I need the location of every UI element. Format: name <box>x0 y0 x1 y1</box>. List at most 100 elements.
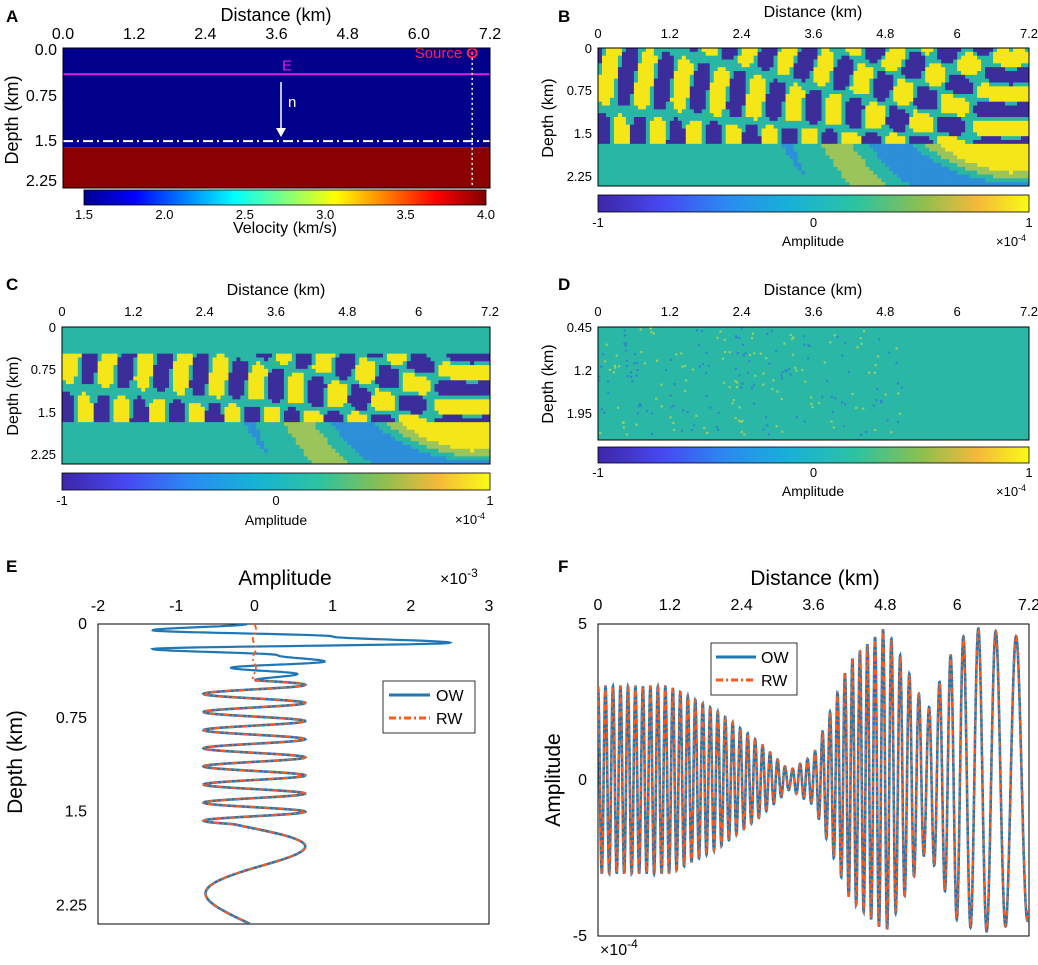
wavefield-cell <box>929 128 934 133</box>
wavefield-cell <box>1017 101 1022 107</box>
wavefield-cell <box>865 147 870 153</box>
wavefield-cell <box>781 140 787 145</box>
wavefield-cell <box>905 48 910 53</box>
wavefield-cell <box>701 120 707 126</box>
wavefield-cell <box>953 113 958 118</box>
wavefield-cell <box>813 174 819 179</box>
wavefield-cell <box>765 105 771 110</box>
wavefield-cell <box>837 105 843 110</box>
colorbar-label: Velocity (km/s) <box>233 220 337 237</box>
wavefield-cell <box>829 74 835 80</box>
wavefield-cell <box>837 174 843 179</box>
wavefield-cell <box>985 86 990 91</box>
wavefield-cell <box>669 105 675 110</box>
wavefield-cell <box>598 124 603 130</box>
wavefield-cell <box>797 178 803 183</box>
wavefield-cell <box>997 67 1002 72</box>
wavefield-cell <box>781 55 787 61</box>
wavefield-cell <box>881 170 886 176</box>
wavefield-cell <box>65 372 71 378</box>
wavefield-cell <box>693 101 699 107</box>
wavefield-cell <box>733 74 739 80</box>
wavefield-cell <box>997 120 1002 126</box>
wavefield-cell <box>917 59 922 64</box>
wavefield-cell <box>137 410 142 416</box>
wavefield-cell <box>717 147 723 153</box>
wavefield-cell <box>981 163 986 168</box>
wavefield-cell <box>157 414 162 419</box>
wavefield-cell <box>605 120 611 126</box>
wavefield-cell <box>1017 147 1022 153</box>
wavefield-cell <box>633 78 639 84</box>
wavefield-cell <box>129 444 134 450</box>
wavefield-cell <box>933 163 938 168</box>
wavefield-cell <box>749 48 755 53</box>
wavefield-cell <box>645 117 651 122</box>
wavefield-cell <box>841 151 847 156</box>
wavefield-cell <box>1009 109 1014 114</box>
wavefield-cell <box>813 48 819 53</box>
wavefield-cell <box>645 51 651 57</box>
wavefield-cell <box>913 101 918 107</box>
wavefield-cell <box>841 120 847 126</box>
wavefield-cell <box>889 151 894 156</box>
wavefield-cell <box>997 101 1002 107</box>
wavefield-cell <box>1013 86 1018 91</box>
wavefield-cell <box>69 425 75 431</box>
wavefield-cell <box>1001 128 1006 133</box>
wavefield-cell <box>97 391 103 397</box>
wavefield-cell <box>957 140 962 145</box>
wavefield-cell <box>165 425 170 431</box>
wavefield-cell <box>769 48 775 53</box>
wavefield-cell <box>877 55 882 61</box>
wavefield-cell <box>81 460 87 464</box>
wavefield-cell <box>613 178 619 183</box>
wavefield-cell <box>909 163 914 168</box>
wavefield-cell <box>737 124 743 130</box>
wavefield-cell <box>801 120 807 126</box>
wavefield-cell <box>637 105 643 110</box>
wavefield-cell <box>62 422 67 427</box>
wavefield-cell <box>1005 90 1010 95</box>
wavefield-cell <box>877 155 882 160</box>
wavefield-cell <box>645 151 651 156</box>
wavefield-cell <box>77 330 83 336</box>
wavefield-cell <box>945 140 950 145</box>
wavefield-cell <box>773 178 779 183</box>
wavefield-cell <box>829 67 835 72</box>
wavefield-cell <box>685 55 691 61</box>
wavefield-cell <box>785 51 791 57</box>
wavefield-cell <box>889 71 894 76</box>
wavefield-cell <box>853 109 858 114</box>
wavefield-cell <box>857 97 862 103</box>
wavefield-cell <box>137 406 142 412</box>
wavefield-cell <box>669 86 675 91</box>
wavefield-cell <box>653 140 659 145</box>
wavefield-cell <box>65 448 71 454</box>
wavefield-cell <box>117 418 123 423</box>
wavefield-cell <box>701 78 707 84</box>
wavefield-cell <box>69 456 75 461</box>
wavefield-cell <box>729 55 735 61</box>
wavefield-cell <box>697 101 703 107</box>
wavefield-cell <box>813 86 819 91</box>
wavefield-cell <box>769 105 775 110</box>
wavefield-cell <box>781 178 787 183</box>
wavefield-cell <box>701 174 707 179</box>
wavefield-cell <box>89 460 95 464</box>
wavefield-cell <box>1009 166 1014 172</box>
wavefield-cell <box>809 51 815 57</box>
wavefield-cell <box>913 132 918 137</box>
wavefield-cell <box>737 132 743 137</box>
wavefield-cell <box>153 403 158 408</box>
wavefield-cell <box>829 159 835 164</box>
y-tick-label: 2.25 <box>31 447 56 462</box>
wavefield-cell <box>701 97 707 103</box>
wavefield-cell <box>161 361 166 366</box>
wavefield-cell <box>681 71 687 76</box>
wavefield-cell <box>789 97 795 103</box>
wavefield-cell <box>961 113 966 118</box>
wavefield-cell <box>745 94 751 99</box>
wavefield-cell <box>957 67 962 72</box>
wavefield-cell <box>957 51 962 57</box>
